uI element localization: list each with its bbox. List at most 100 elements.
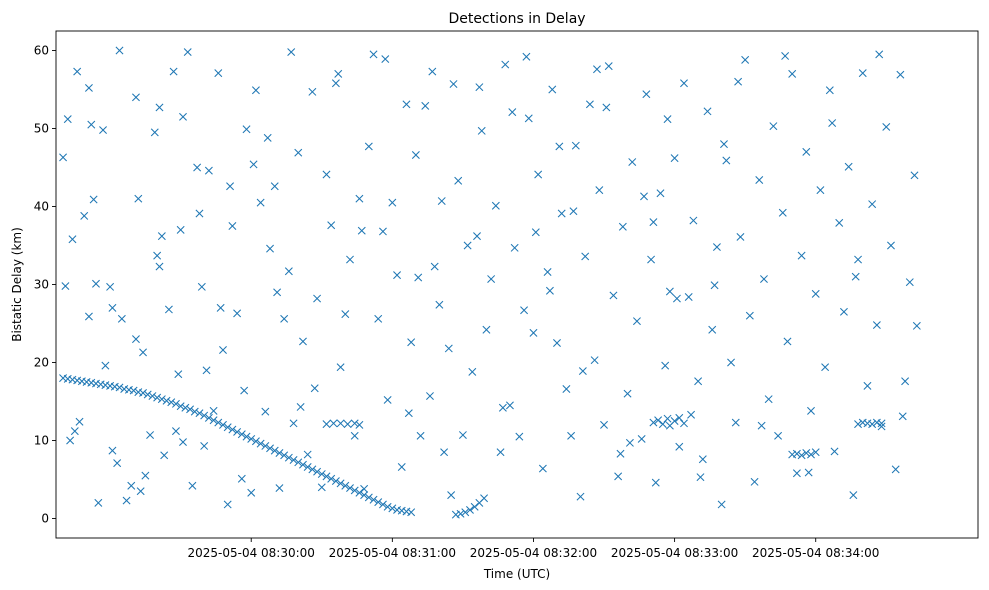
data-point [169,67,178,76]
data-point [397,463,406,471]
data-point [322,472,331,481]
data-point [649,218,658,227]
data-point [882,122,891,131]
data-point [757,421,766,430]
data-point [296,402,305,411]
data-point [428,67,437,76]
data-point [108,303,117,312]
data-point [214,69,223,78]
data-point [430,262,439,271]
data-point [470,502,479,511]
data-point [663,414,672,423]
data-point [592,65,601,74]
data-point [99,126,108,135]
y-tick-label: 40 [34,200,49,214]
data-point [322,170,331,179]
data-point [157,232,166,241]
data-point [350,419,359,428]
data-point [226,182,235,191]
data-point [407,338,416,347]
data-point [273,288,282,297]
data-point [891,465,900,474]
data-point [115,383,124,392]
data-point [101,361,110,370]
data-point [155,103,164,112]
data-point [298,337,307,346]
data-point [404,409,413,418]
data-point [378,500,387,509]
x-axis-label: Time (UTC) [483,567,550,581]
data-point [148,392,157,401]
data-point [755,176,764,184]
data-point [741,55,750,64]
data-point [804,468,813,477]
data-point [113,459,122,468]
data-point [712,243,721,252]
data-point [247,434,256,443]
data-point [529,328,538,337]
data-point [839,307,848,316]
data-point [456,509,465,518]
data-point [465,505,474,514]
data-point [350,486,359,495]
data-point [310,384,319,393]
data-point [139,348,147,357]
data-point [66,436,75,445]
data-point [555,142,564,151]
data-point [868,200,877,209]
data-point [797,451,806,460]
data-point [825,86,834,95]
data-point [188,481,197,490]
data-point [317,470,326,479]
data-point [538,464,547,473]
data-point [764,395,773,404]
data-point [242,125,251,134]
data-point [146,431,155,440]
data-point [150,128,159,137]
data-point [183,48,192,57]
data-point [482,325,491,334]
y-tick-label: 0 [41,512,49,526]
data-point [80,211,89,220]
data-point [670,154,679,163]
data-point [195,209,204,218]
data-point [520,306,529,315]
data-point [275,449,284,457]
data-point [280,451,289,460]
data-point [190,407,199,416]
data-point [449,80,458,89]
data-point [491,201,500,210]
data-point [567,431,576,440]
data-point [604,62,613,71]
data-point [200,411,209,420]
data-point [510,243,519,252]
data-point [416,431,425,440]
data-point [364,493,373,502]
data-point [684,293,693,301]
data-point [896,70,905,79]
data-point [153,393,162,402]
y-tick-label: 20 [34,356,49,370]
data-point [548,85,557,94]
data-point [649,418,658,427]
data-point [614,472,623,481]
data-point [687,410,696,419]
data-point [830,447,839,456]
data-point [247,488,256,497]
data-point [515,432,524,441]
data-point [694,377,703,386]
data-point [216,303,225,312]
data-point [388,504,397,513]
data-point [411,151,420,159]
data-point [331,79,340,88]
data-point [468,367,477,376]
data-point [545,286,554,295]
data-point [447,491,456,500]
data-point [426,392,434,401]
data-point [209,416,218,425]
data-point [383,395,392,404]
data-point [623,389,632,398]
data-point [797,251,806,260]
